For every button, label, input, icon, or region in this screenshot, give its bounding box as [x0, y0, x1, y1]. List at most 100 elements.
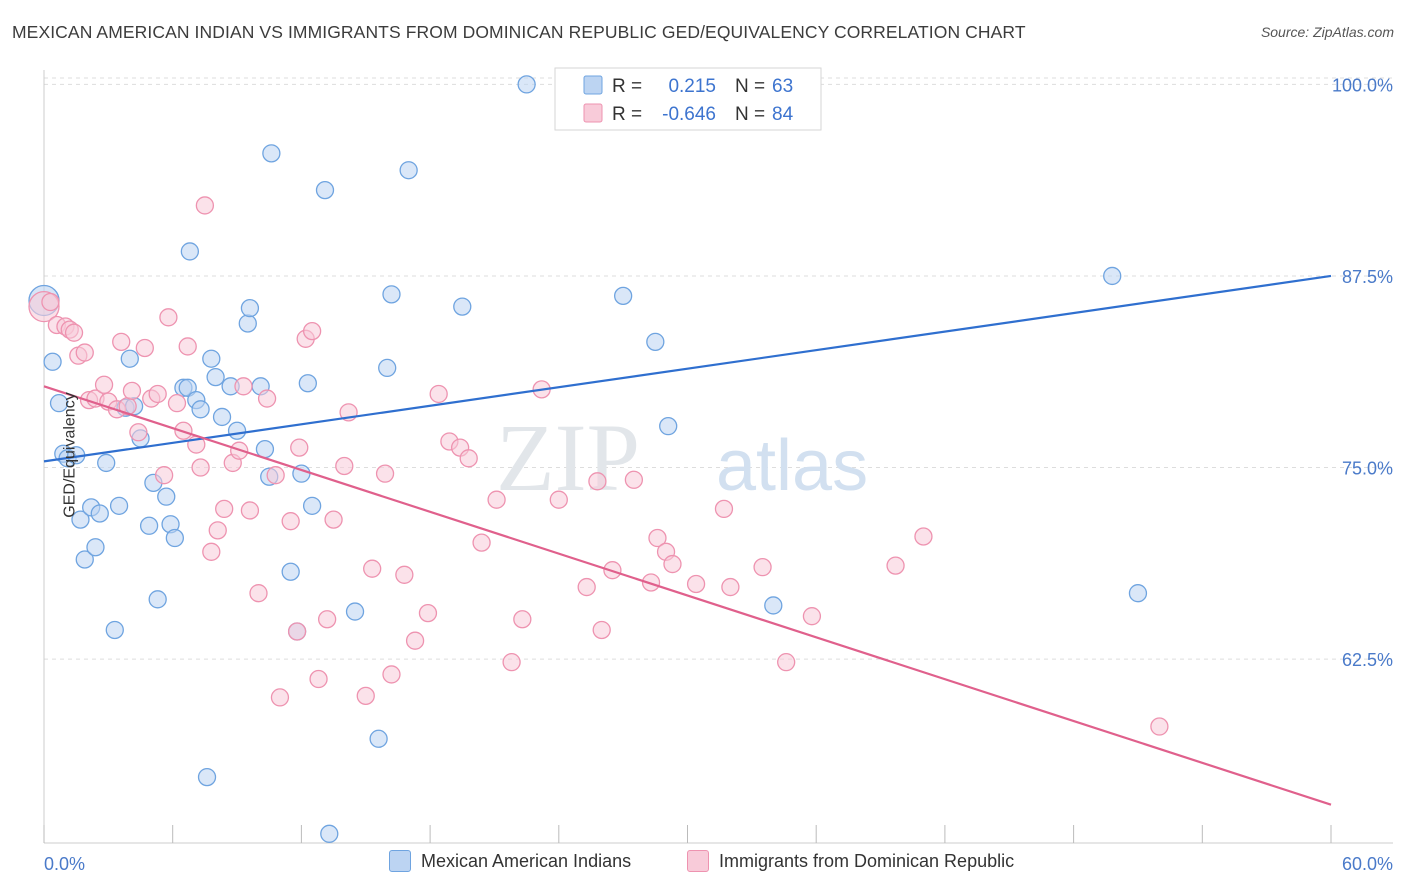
data-point-pink[interactable]: [472, 533, 491, 552]
data-point-pink[interactable]: [753, 557, 772, 577]
data-point-blue[interactable]: [206, 367, 225, 387]
data-point-pink[interactable]: [375, 464, 395, 483]
data-point-pink[interactable]: [663, 554, 682, 574]
data-point-blue[interactable]: [75, 550, 94, 569]
data-point-pink[interactable]: [1150, 717, 1169, 736]
data-point-blue[interactable]: [298, 374, 317, 393]
data-point-blue[interactable]: [659, 416, 678, 436]
data-point-pink[interactable]: [588, 472, 607, 491]
data-point-blue[interactable]: [302, 496, 322, 515]
data-point-pink[interactable]: [487, 490, 506, 509]
data-point-pink[interactable]: [191, 458, 210, 477]
data-point-blue[interactable]: [120, 349, 139, 368]
data-point-blue[interactable]: [369, 729, 388, 748]
legend-item-mexican-american-indians[interactable]: Mexican American Indians: [389, 850, 631, 872]
data-point-blue[interactable]: [197, 767, 217, 787]
data-point-blue[interactable]: [90, 504, 109, 523]
data-point-blue[interactable]: [262, 144, 281, 163]
data-point-pink[interactable]: [714, 499, 734, 519]
data-point-blue[interactable]: [148, 590, 167, 609]
data-point-pink[interactable]: [64, 323, 84, 342]
data-point-blue[interactable]: [646, 332, 665, 352]
data-point-blue[interactable]: [105, 620, 124, 640]
data-point-pink[interactable]: [178, 337, 197, 356]
data-point-pink[interactable]: [592, 620, 611, 640]
data-point-blue[interactable]: [180, 242, 200, 261]
data-point-blue[interactable]: [399, 161, 418, 180]
data-point-blue[interactable]: [212, 407, 232, 427]
data-point-pink[interactable]: [75, 343, 94, 362]
data-point-blue[interactable]: [764, 596, 783, 615]
data-point-blue[interactable]: [1103, 266, 1122, 286]
data-point-pink[interactable]: [112, 332, 131, 352]
data-point-pink[interactable]: [502, 653, 521, 672]
data-point-pink[interactable]: [148, 384, 167, 404]
data-point-pink[interactable]: [122, 381, 142, 401]
data-point-blue[interactable]: [165, 528, 184, 548]
data-point-pink[interactable]: [41, 292, 60, 312]
data-point-pink[interactable]: [202, 542, 221, 561]
data-point-blue[interactable]: [43, 352, 62, 371]
data-point-pink[interactable]: [721, 577, 740, 597]
data-point-pink[interactable]: [257, 389, 277, 408]
data-point-blue[interactable]: [315, 180, 335, 200]
data-point-pink[interactable]: [281, 512, 300, 531]
data-point-pink[interactable]: [287, 622, 307, 641]
legend-item-immigrants-dominican-republic[interactable]: Immigrants from Dominican Republic: [687, 850, 1014, 872]
data-point-blue[interactable]: [1128, 584, 1148, 603]
data-point-pink[interactable]: [215, 499, 234, 519]
data-point-pink[interactable]: [317, 610, 337, 629]
data-point-blue[interactable]: [71, 510, 90, 529]
data-point-pink[interactable]: [159, 308, 178, 327]
data-point-blue[interactable]: [281, 562, 300, 581]
data-point-pink[interactable]: [309, 669, 328, 689]
data-point-blue[interactable]: [240, 298, 260, 318]
data-point-blue[interactable]: [139, 516, 159, 535]
data-point-pink[interactable]: [94, 375, 114, 394]
data-point-pink[interactable]: [577, 577, 596, 597]
data-point-blue[interactable]: [238, 314, 257, 333]
data-point-pink[interactable]: [154, 466, 174, 485]
data-point-pink[interactable]: [686, 574, 706, 594]
data-point-pink[interactable]: [802, 607, 822, 626]
data-point-blue[interactable]: [517, 75, 536, 94]
data-point-pink[interactable]: [167, 394, 187, 413]
data-point-pink[interactable]: [624, 470, 644, 489]
data-point-pink[interactable]: [648, 528, 667, 548]
data-point-pink[interactable]: [429, 384, 448, 404]
data-point-pink[interactable]: [777, 653, 796, 672]
data-point-pink[interactable]: [302, 321, 322, 341]
data-point-pink[interactable]: [549, 490, 568, 509]
data-point-blue[interactable]: [345, 602, 365, 621]
data-point-pink[interactable]: [266, 466, 285, 485]
data-point-blue[interactable]: [378, 358, 397, 378]
data-point-pink[interactable]: [195, 196, 215, 215]
data-point-pink[interactable]: [129, 423, 148, 442]
data-point-pink[interactable]: [914, 527, 933, 546]
data-point-blue[interactable]: [202, 349, 221, 368]
data-point-pink[interactable]: [382, 665, 401, 684]
data-point-pink[interactable]: [234, 377, 253, 396]
data-point-pink[interactable]: [459, 449, 478, 468]
data-point-pink[interactable]: [395, 565, 414, 584]
data-point-blue[interactable]: [86, 538, 105, 557]
data-point-pink[interactable]: [249, 584, 268, 603]
data-point-pink[interactable]: [356, 686, 375, 706]
data-point-pink[interactable]: [208, 521, 227, 540]
data-point-pink[interactable]: [418, 603, 438, 623]
data-point-pink[interactable]: [270, 688, 290, 707]
data-point-pink[interactable]: [886, 556, 905, 575]
data-point-blue[interactable]: [382, 285, 401, 304]
data-point-pink[interactable]: [324, 510, 343, 529]
data-point-pink[interactable]: [135, 338, 154, 358]
data-point-blue[interactable]: [157, 487, 176, 506]
data-point-blue[interactable]: [320, 824, 339, 843]
data-point-blue[interactable]: [97, 453, 116, 473]
data-point-pink[interactable]: [240, 501, 260, 520]
data-point-blue[interactable]: [453, 297, 472, 316]
data-point-blue[interactable]: [109, 496, 129, 515]
data-point-blue[interactable]: [614, 286, 633, 306]
data-point-blue[interactable]: [191, 400, 210, 419]
data-point-blue[interactable]: [49, 394, 69, 413]
data-point-pink[interactable]: [513, 610, 532, 629]
